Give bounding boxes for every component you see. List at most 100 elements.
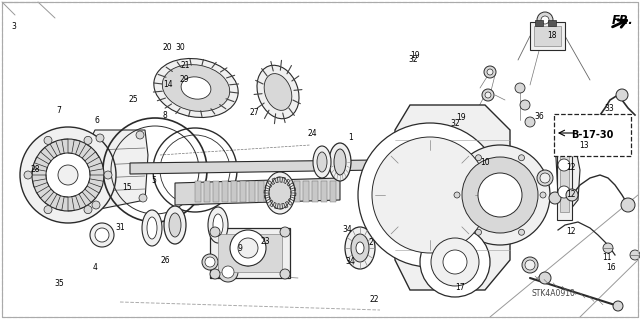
Text: 4: 4 bbox=[92, 263, 97, 272]
Ellipse shape bbox=[356, 242, 364, 254]
Text: 11: 11 bbox=[602, 253, 611, 262]
Text: 10: 10 bbox=[480, 158, 490, 167]
Ellipse shape bbox=[313, 146, 331, 178]
Ellipse shape bbox=[257, 65, 299, 119]
Circle shape bbox=[558, 159, 570, 171]
Circle shape bbox=[515, 83, 525, 93]
Circle shape bbox=[238, 238, 258, 258]
Circle shape bbox=[518, 229, 525, 235]
FancyBboxPatch shape bbox=[554, 114, 631, 156]
Text: 19: 19 bbox=[410, 51, 420, 60]
Polygon shape bbox=[240, 181, 246, 202]
Text: 22: 22 bbox=[370, 295, 379, 304]
Bar bbox=[534, 26, 561, 46]
Polygon shape bbox=[312, 181, 318, 202]
Polygon shape bbox=[175, 178, 340, 205]
Circle shape bbox=[540, 192, 546, 198]
Text: 5: 5 bbox=[151, 176, 156, 185]
Polygon shape bbox=[130, 160, 378, 174]
Text: 1: 1 bbox=[348, 133, 353, 142]
Text: 12: 12 bbox=[566, 163, 575, 172]
Circle shape bbox=[205, 257, 215, 267]
Circle shape bbox=[537, 170, 553, 186]
Circle shape bbox=[280, 227, 290, 237]
Ellipse shape bbox=[334, 149, 346, 175]
Ellipse shape bbox=[264, 74, 292, 110]
Ellipse shape bbox=[142, 210, 162, 246]
Text: 32: 32 bbox=[408, 56, 418, 64]
Circle shape bbox=[616, 89, 628, 101]
Polygon shape bbox=[276, 181, 282, 202]
Polygon shape bbox=[555, 130, 580, 210]
Circle shape bbox=[358, 123, 502, 267]
Ellipse shape bbox=[181, 77, 211, 99]
Polygon shape bbox=[560, 148, 569, 212]
Circle shape bbox=[558, 186, 570, 198]
Polygon shape bbox=[213, 181, 219, 202]
Ellipse shape bbox=[154, 58, 238, 117]
Circle shape bbox=[90, 223, 114, 247]
Polygon shape bbox=[557, 140, 572, 220]
Circle shape bbox=[485, 92, 491, 98]
Circle shape bbox=[525, 260, 535, 270]
Circle shape bbox=[240, 254, 256, 270]
Circle shape bbox=[566, 189, 578, 201]
Ellipse shape bbox=[329, 143, 351, 181]
Text: 2: 2 bbox=[369, 238, 374, 247]
Circle shape bbox=[210, 269, 220, 279]
Circle shape bbox=[518, 155, 525, 161]
Circle shape bbox=[539, 272, 551, 284]
Polygon shape bbox=[330, 181, 336, 202]
Circle shape bbox=[603, 243, 613, 253]
Circle shape bbox=[92, 201, 100, 209]
Polygon shape bbox=[258, 181, 264, 202]
Polygon shape bbox=[231, 181, 237, 202]
Text: 35: 35 bbox=[54, 279, 64, 288]
Circle shape bbox=[482, 89, 494, 101]
Text: 27: 27 bbox=[250, 108, 260, 117]
Circle shape bbox=[372, 137, 488, 253]
Circle shape bbox=[537, 12, 553, 28]
Text: 33: 33 bbox=[604, 104, 614, 113]
Text: 34: 34 bbox=[346, 257, 356, 266]
Text: 31: 31 bbox=[115, 223, 125, 232]
Bar bbox=[530, 22, 565, 50]
Circle shape bbox=[549, 192, 561, 204]
Circle shape bbox=[541, 16, 549, 24]
Text: 13: 13 bbox=[579, 141, 589, 150]
Polygon shape bbox=[395, 105, 510, 290]
Polygon shape bbox=[222, 181, 228, 202]
Circle shape bbox=[476, 229, 481, 235]
Circle shape bbox=[525, 117, 535, 127]
Ellipse shape bbox=[265, 172, 295, 214]
Circle shape bbox=[139, 194, 147, 202]
Ellipse shape bbox=[147, 217, 157, 239]
Text: 3: 3 bbox=[12, 22, 17, 31]
Circle shape bbox=[476, 155, 481, 161]
Ellipse shape bbox=[351, 234, 369, 262]
Polygon shape bbox=[303, 181, 309, 202]
Text: 6: 6 bbox=[95, 116, 100, 125]
Circle shape bbox=[95, 228, 109, 242]
Polygon shape bbox=[321, 181, 327, 202]
Circle shape bbox=[454, 192, 460, 198]
Bar bbox=[535, 20, 543, 26]
Polygon shape bbox=[285, 181, 291, 202]
Text: 19: 19 bbox=[456, 113, 466, 122]
Text: 34: 34 bbox=[342, 225, 352, 234]
Circle shape bbox=[280, 269, 290, 279]
Text: 16: 16 bbox=[606, 263, 616, 272]
Polygon shape bbox=[218, 234, 282, 272]
Circle shape bbox=[462, 157, 538, 233]
Circle shape bbox=[487, 69, 493, 75]
Circle shape bbox=[222, 266, 234, 278]
Circle shape bbox=[450, 145, 550, 245]
Circle shape bbox=[484, 66, 496, 78]
Polygon shape bbox=[294, 181, 300, 202]
Ellipse shape bbox=[169, 213, 181, 237]
Bar bbox=[548, 20, 556, 26]
Text: 23: 23 bbox=[260, 237, 271, 246]
Text: B-17-30: B-17-30 bbox=[571, 130, 613, 140]
Circle shape bbox=[420, 227, 490, 297]
Circle shape bbox=[520, 100, 530, 110]
